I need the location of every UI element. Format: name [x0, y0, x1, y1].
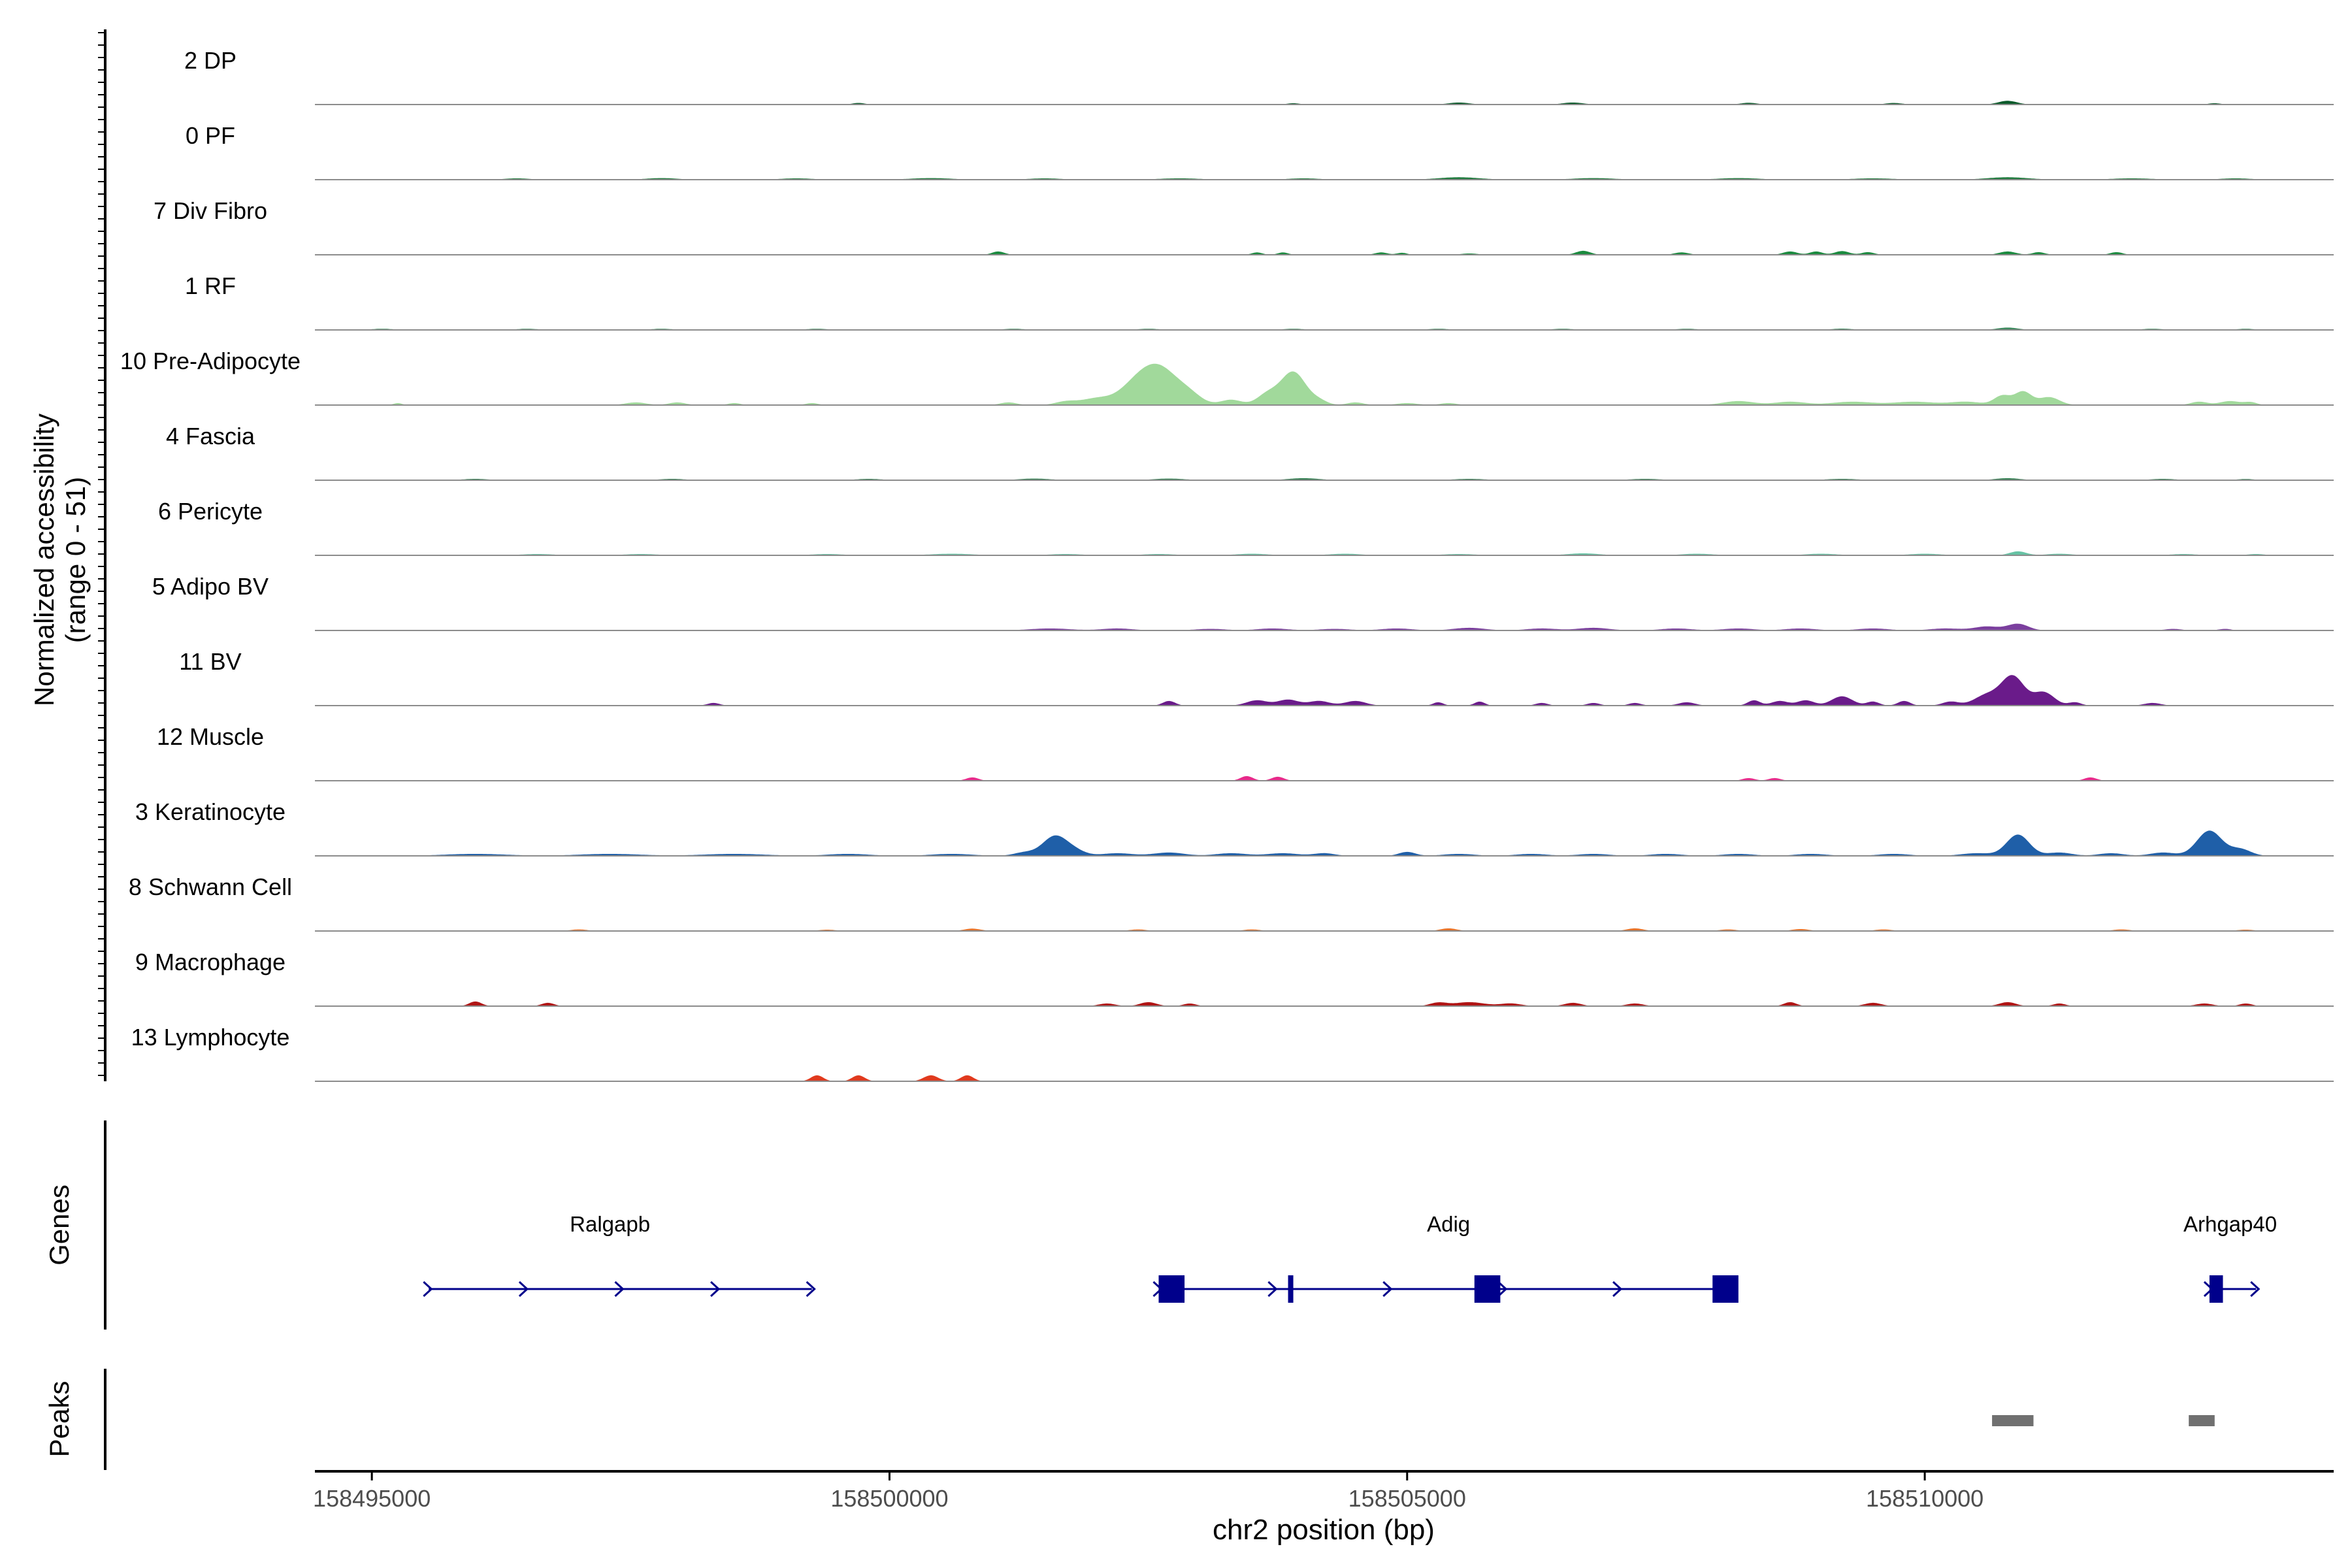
gene-name: Ralgapb [570, 1212, 650, 1236]
strand-arrow [710, 1281, 721, 1298]
accessibility-axis-title: Normalized accessibility [29, 414, 59, 706]
accessibility-tracks: 2 DP 0 PF 7 Div Fibro 1 RF 10 Pre-Adipocyte 4… [120, 47, 2334, 1082]
strand-arrow [1382, 1281, 1393, 1298]
track: 0 PF [186, 122, 2334, 180]
track: 6 Pericyte [158, 498, 2334, 556]
gene-name: Arhgap40 [2183, 1212, 2277, 1236]
strand-arrow [2250, 1281, 2261, 1298]
track-coverage [315, 1001, 2334, 1006]
track-label: 7 Div Fibro [154, 197, 267, 224]
gene: Ralgapb [423, 1212, 816, 1298]
track-label: 3 Keratinocyte [135, 798, 286, 825]
strand-arrow [1612, 1281, 1623, 1298]
track: 11 BV [179, 648, 2334, 706]
x-axis-ticks: 158495000 158500000 158505000 158510000 [313, 1471, 1984, 1512]
gene-exon [1288, 1275, 1294, 1303]
track-coverage [315, 363, 2334, 405]
track: 12 Muscle [157, 723, 2334, 781]
track: 7 Div Fibro [154, 197, 2334, 255]
accessibility-axis-ticks [98, 32, 105, 1076]
track-label: 9 Macrophage [135, 949, 286, 975]
x-tick-label: 158505000 [1348, 1485, 1466, 1512]
track: 5 Adipo BV [152, 573, 2334, 631]
gene: Arhgap40 [2183, 1212, 2277, 1303]
x-tick-label: 158495000 [313, 1485, 431, 1512]
gene-exon [2209, 1275, 2223, 1303]
track-label: 6 Pericyte [158, 498, 263, 525]
track-label: 11 BV [179, 648, 241, 675]
track-coverage [315, 675, 2334, 706]
track: 2 DP [184, 47, 2334, 105]
peak-region [2189, 1415, 2215, 1426]
track-label: 8 Schwann Cell [129, 874, 292, 900]
track-label: 5 Adipo BV [152, 573, 269, 600]
track-label: 1 RF [185, 272, 236, 299]
track-label: 4 Fascia [166, 423, 255, 449]
track-coverage [315, 250, 2334, 255]
track-label: 10 Pre-Adipocyte [120, 348, 301, 374]
track-coverage [315, 623, 2334, 630]
strand-arrow [423, 1281, 433, 1298]
gene-exon [1712, 1275, 1739, 1303]
x-tick-label: 158510000 [1866, 1485, 1984, 1512]
track: 13 Lymphocyte [131, 1024, 2334, 1082]
track: 10 Pre-Adipocyte [120, 348, 2334, 406]
x-axis-title: chr2 position (bp) [1213, 1514, 1435, 1546]
strand-arrow [1267, 1281, 1278, 1298]
peak-region [1992, 1415, 2034, 1426]
track-label: 12 Muscle [157, 723, 264, 750]
track-coverage [315, 551, 2334, 555]
x-tick-label: 158500000 [830, 1485, 948, 1512]
track-label: 2 DP [184, 47, 237, 74]
strand-arrow [614, 1281, 625, 1298]
track: 4 Fascia [166, 423, 2334, 481]
peak-regions [1992, 1415, 2215, 1426]
strand-arrow [806, 1281, 816, 1298]
gene-name: Adig [1427, 1212, 1470, 1236]
gene-exon [1158, 1275, 1185, 1303]
strand-arrow [1497, 1281, 1508, 1298]
track: 3 Keratinocyte [135, 798, 2334, 857]
gene-exon [1474, 1275, 1501, 1303]
gene-annotation: Ralgapb Adig Arhgap40 [423, 1212, 2277, 1303]
genes-axis-title: Genes [44, 1184, 74, 1266]
track-coverage [315, 928, 2334, 931]
track-label: 13 Lymphocyte [131, 1024, 290, 1051]
track: 8 Schwann Cell [129, 874, 2334, 932]
track: 9 Macrophage [135, 949, 2334, 1007]
track-label: 0 PF [186, 122, 235, 149]
track-coverage [315, 1075, 2334, 1081]
accessibility-axis-range: (range 0 - 51) [60, 477, 91, 643]
track-coverage [315, 776, 2334, 781]
strand-arrow [518, 1281, 529, 1298]
peaks-axis-title: Peaks [44, 1381, 74, 1458]
track-coverage [315, 830, 2334, 856]
gene: Adig [1152, 1212, 1739, 1303]
track: 1 RF [185, 272, 2334, 331]
